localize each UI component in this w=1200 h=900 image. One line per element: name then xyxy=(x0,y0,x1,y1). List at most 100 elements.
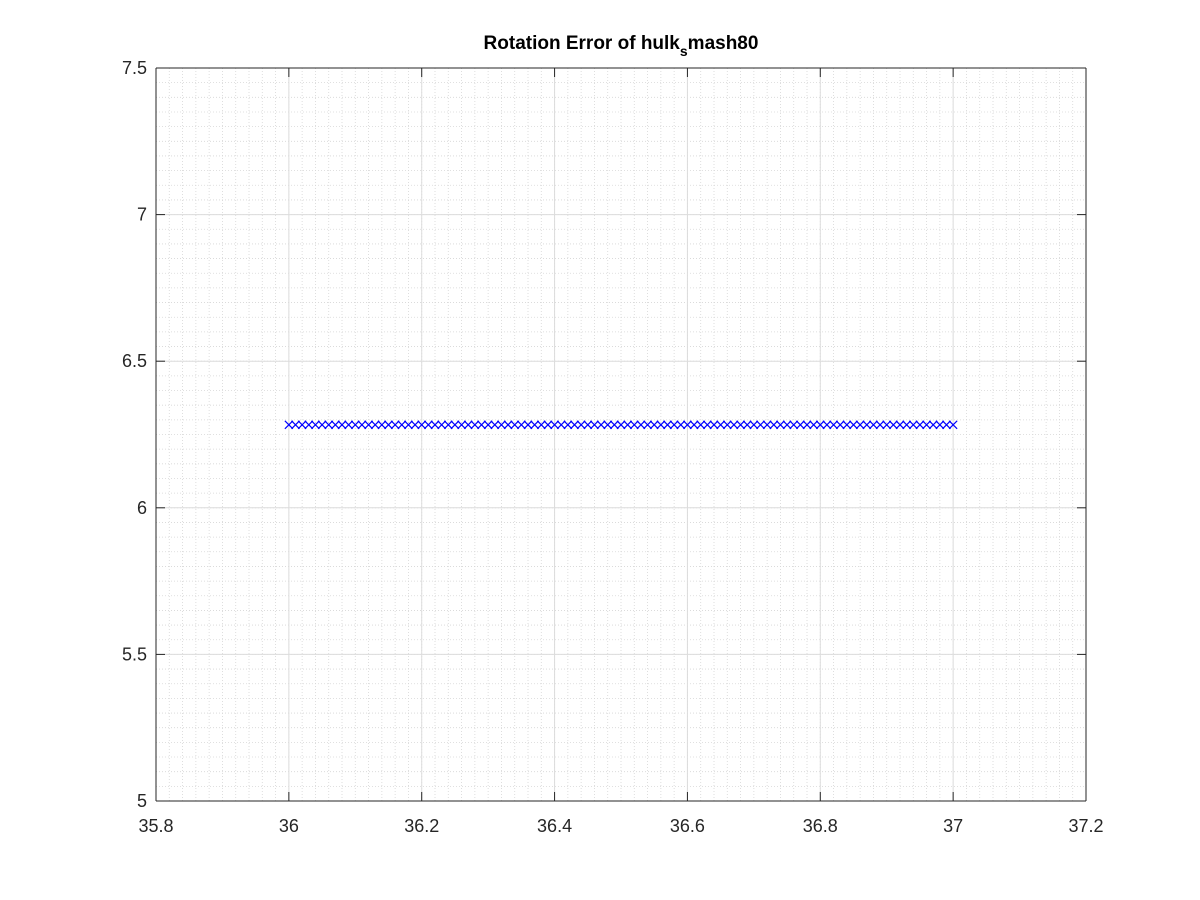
x-tick-label: 37 xyxy=(943,816,963,836)
chart-title-subscript: s xyxy=(680,43,688,59)
y-ticks: 5 5.5 6 6.5 7 7.5 xyxy=(122,58,1086,811)
data-point-marker xyxy=(377,420,387,430)
data-point-marker xyxy=(503,420,513,430)
y-tick-label: 5.5 xyxy=(122,644,147,664)
data-point-marker xyxy=(390,420,400,430)
data-point-marker xyxy=(304,420,314,430)
data-point-marker xyxy=(603,420,613,430)
marker-stroke-b xyxy=(317,420,327,430)
data-point-marker xyxy=(596,420,606,430)
marker-stroke-b xyxy=(583,420,593,430)
marker-stroke-b xyxy=(676,420,686,430)
data-point-marker xyxy=(809,420,819,430)
marker-stroke-b xyxy=(782,420,792,430)
data-point-marker xyxy=(842,420,852,430)
marker-stroke-b xyxy=(357,420,367,430)
x-tick-label: 36.6 xyxy=(670,816,705,836)
data-point-marker xyxy=(915,420,925,430)
data-point-marker xyxy=(756,420,765,430)
data-point-marker xyxy=(570,420,579,430)
marker-stroke-b xyxy=(689,420,699,430)
y-tick-label: 7 xyxy=(137,205,147,225)
marker-stroke-b xyxy=(882,420,892,430)
marker-stroke-b xyxy=(384,420,393,430)
marker-stroke-b xyxy=(749,420,759,430)
data-point-marker xyxy=(822,420,832,430)
data-point-marker xyxy=(583,420,593,430)
marker-stroke-b xyxy=(915,420,925,430)
data-point-marker xyxy=(497,420,506,430)
data-point-marker xyxy=(815,420,825,430)
data-point-marker xyxy=(324,420,334,430)
marker-stroke-b xyxy=(284,420,294,430)
marker-stroke-b xyxy=(616,420,626,430)
data-point-marker xyxy=(510,420,520,430)
marker-stroke-b xyxy=(716,420,726,430)
data-point-marker xyxy=(384,420,393,430)
marker-stroke-b xyxy=(350,420,360,430)
data-point-marker xyxy=(397,420,407,430)
data-point-marker xyxy=(543,420,553,430)
data-point-marker xyxy=(311,420,320,430)
marker-stroke-b xyxy=(842,420,852,430)
data-point-marker xyxy=(689,420,699,430)
marker-stroke-b xyxy=(776,420,785,430)
data-point-marker xyxy=(683,420,692,430)
data-point-marker xyxy=(629,420,639,430)
data-point-marker xyxy=(463,420,473,430)
data-point-marker xyxy=(337,420,347,430)
data-point-marker xyxy=(762,420,772,430)
marker-stroke-b xyxy=(736,420,745,430)
marker-stroke-b xyxy=(643,420,652,430)
marker-stroke-b xyxy=(390,420,400,430)
data-point-marker xyxy=(736,420,745,430)
data-point-marker xyxy=(350,420,360,430)
marker-stroke-b xyxy=(902,420,912,430)
chart-title-suffix: mash80 xyxy=(688,33,759,54)
x-ticks: 35.8 36 36.2 36.4 36.6 36.8 37 37.2 xyxy=(138,68,1104,836)
marker-stroke-b xyxy=(477,420,486,430)
marker-stroke-b xyxy=(450,420,460,430)
data-point-marker xyxy=(849,420,858,430)
data-point-marker xyxy=(317,420,327,430)
data-point-marker xyxy=(616,420,626,430)
marker-stroke-b xyxy=(563,420,573,430)
marker-stroke-b xyxy=(443,420,453,430)
marker-stroke-b xyxy=(762,420,772,430)
y-tick-label: 6.5 xyxy=(122,351,147,371)
data-point-marker xyxy=(530,420,540,430)
data-point-marker xyxy=(523,420,533,430)
data-point-marker xyxy=(942,420,951,430)
marker-stroke-b xyxy=(423,420,433,430)
marker-stroke-b xyxy=(769,420,779,430)
data-point-marker xyxy=(636,420,646,430)
marker-stroke-b xyxy=(291,420,300,430)
marker-stroke-b xyxy=(344,420,354,430)
marker-stroke-b xyxy=(922,420,931,430)
data-point-marker xyxy=(922,420,931,430)
marker-stroke-b xyxy=(437,420,447,430)
data-point-marker xyxy=(862,420,872,430)
marker-stroke-b xyxy=(550,420,559,430)
marker-stroke-b xyxy=(543,420,553,430)
marker-stroke-b xyxy=(516,420,526,430)
data-point-marker xyxy=(477,420,486,430)
marker-stroke-b xyxy=(795,420,805,430)
marker-stroke-b xyxy=(570,420,579,430)
x-tick-label: 36 xyxy=(279,816,299,836)
data-point-marker xyxy=(742,420,752,430)
marker-stroke-b xyxy=(855,420,865,430)
data-point-marker xyxy=(935,420,945,430)
marker-stroke-b xyxy=(470,420,480,430)
data-point-marker xyxy=(663,420,672,430)
marker-stroke-b xyxy=(490,420,500,430)
marker-stroke-b xyxy=(523,420,533,430)
marker-stroke-b xyxy=(895,420,905,430)
data-point-marker xyxy=(902,420,912,430)
y-tick-label: 5 xyxy=(137,791,147,811)
data-point-marker xyxy=(643,420,652,430)
data-point-marker xyxy=(483,420,493,430)
marker-stroke-b xyxy=(835,420,845,430)
data-point-marker xyxy=(656,420,666,430)
